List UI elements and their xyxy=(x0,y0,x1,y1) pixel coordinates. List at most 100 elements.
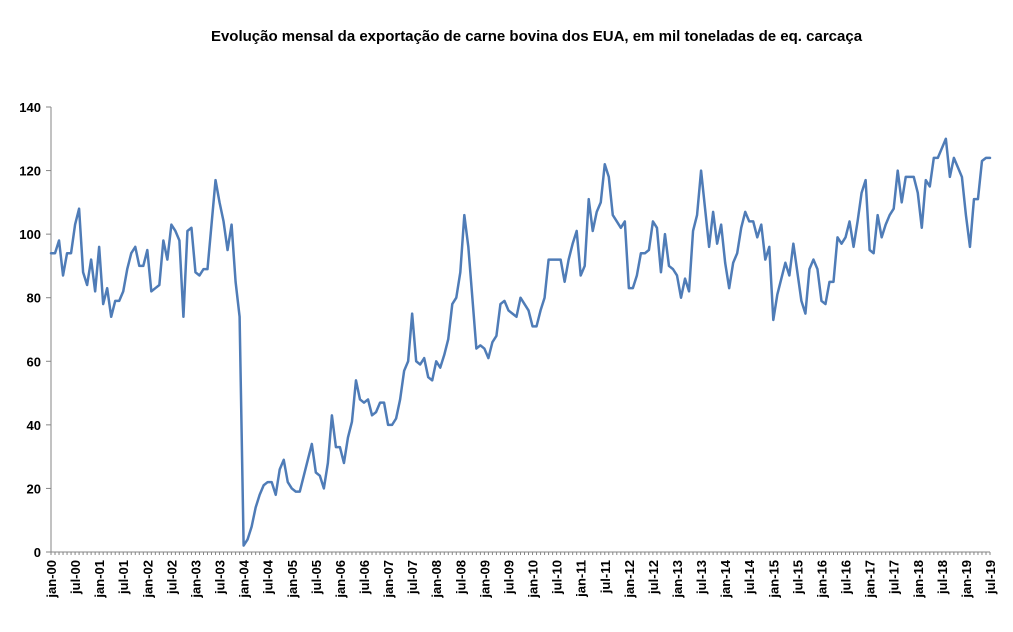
data-point xyxy=(106,287,108,289)
data-point xyxy=(150,290,152,292)
x-tick-label: jul-18 xyxy=(935,560,950,595)
data-point xyxy=(459,271,461,273)
data-point xyxy=(700,169,702,171)
data-point xyxy=(620,227,622,229)
data-point xyxy=(315,471,317,473)
data-point xyxy=(676,274,678,276)
data-point xyxy=(640,252,642,254)
data-point xyxy=(271,481,273,483)
data-point xyxy=(752,220,754,222)
data-point xyxy=(977,198,979,200)
data-point xyxy=(804,312,806,314)
data-point xyxy=(86,284,88,286)
data-point xyxy=(724,262,726,264)
chart-title: Evolução mensal da exportação de carne b… xyxy=(210,28,863,45)
x-tick-label: jan-13 xyxy=(670,560,685,599)
x-tick-label: jan-01 xyxy=(92,560,107,599)
data-point xyxy=(258,494,260,496)
x-tick-label: jul-02 xyxy=(164,560,179,595)
data-point xyxy=(98,246,100,248)
data-point xyxy=(608,176,610,178)
data-point xyxy=(50,252,52,254)
y-tick-label: 40 xyxy=(27,418,41,433)
data-point xyxy=(600,201,602,203)
data-point xyxy=(539,309,541,311)
data-point xyxy=(628,287,630,289)
data-point xyxy=(744,211,746,213)
data-point xyxy=(856,220,858,222)
x-tick-label: jan-08 xyxy=(429,560,444,599)
data-point xyxy=(848,220,850,222)
x-tick-label: jan-07 xyxy=(381,560,396,599)
data-point xyxy=(66,252,68,254)
data-point xyxy=(832,281,834,283)
data-point xyxy=(644,252,646,254)
data-point xyxy=(852,246,854,248)
data-point xyxy=(403,370,405,372)
data-point xyxy=(945,138,947,140)
x-tick-label: jan-19 xyxy=(959,560,974,599)
x-tick-label: jul-05 xyxy=(309,560,324,595)
data-point xyxy=(844,236,846,238)
x-tick-label: jul-16 xyxy=(839,560,854,595)
data-point xyxy=(921,227,923,229)
data-point xyxy=(555,258,557,260)
data-point xyxy=(716,242,718,244)
data-point xyxy=(704,208,706,210)
data-point xyxy=(323,487,325,489)
data-point xyxy=(178,239,180,241)
data-point xyxy=(423,357,425,359)
data-point xyxy=(210,223,212,225)
data-point xyxy=(399,398,401,400)
data-point xyxy=(720,223,722,225)
data-point xyxy=(415,360,417,362)
data-point xyxy=(656,227,658,229)
y-tick-label: 20 xyxy=(27,481,41,496)
data-point xyxy=(949,176,951,178)
data-point xyxy=(760,223,762,225)
data-point xyxy=(483,347,485,349)
data-point xyxy=(126,268,128,270)
y-tick-label: 60 xyxy=(27,354,41,369)
x-tick-label: jul-01 xyxy=(116,560,131,595)
x-tick-label: jan-02 xyxy=(140,560,155,599)
data-point xyxy=(166,258,168,260)
y-tick-label: 80 xyxy=(27,291,41,306)
data-point xyxy=(467,246,469,248)
data-point xyxy=(772,319,774,321)
data-point xyxy=(154,287,156,289)
data-point xyxy=(519,297,521,299)
data-point xyxy=(307,459,309,461)
x-tick-label: jan-18 xyxy=(911,560,926,599)
data-point xyxy=(214,179,216,181)
data-point xyxy=(973,198,975,200)
data-point xyxy=(876,214,878,216)
data-point xyxy=(535,325,537,327)
data-point xyxy=(162,239,164,241)
data-point xyxy=(888,214,890,216)
data-point xyxy=(864,179,866,181)
data-point xyxy=(632,287,634,289)
x-tick-label: jan-10 xyxy=(526,560,541,599)
y-axis: 0 20 40 60 80 100 120 140 xyxy=(19,100,52,560)
data-point xyxy=(748,220,750,222)
plot-area xyxy=(49,137,992,547)
data-point xyxy=(880,236,882,238)
x-tick-label: jan-12 xyxy=(622,560,637,599)
y-tick-label: 120 xyxy=(19,164,41,179)
y-tick-label: 140 xyxy=(19,100,41,115)
data-point xyxy=(391,424,393,426)
data-point xyxy=(383,401,385,403)
data-point xyxy=(202,268,204,270)
data-point xyxy=(146,249,148,251)
x-tick-label: jan-14 xyxy=(718,559,733,598)
data-point xyxy=(471,297,473,299)
data-point xyxy=(359,398,361,400)
data-point xyxy=(788,274,790,276)
data-point xyxy=(543,297,545,299)
data-point xyxy=(624,220,626,222)
data-point xyxy=(515,316,517,318)
data-point xyxy=(142,265,144,267)
data-point xyxy=(616,220,618,222)
data-point xyxy=(487,357,489,359)
